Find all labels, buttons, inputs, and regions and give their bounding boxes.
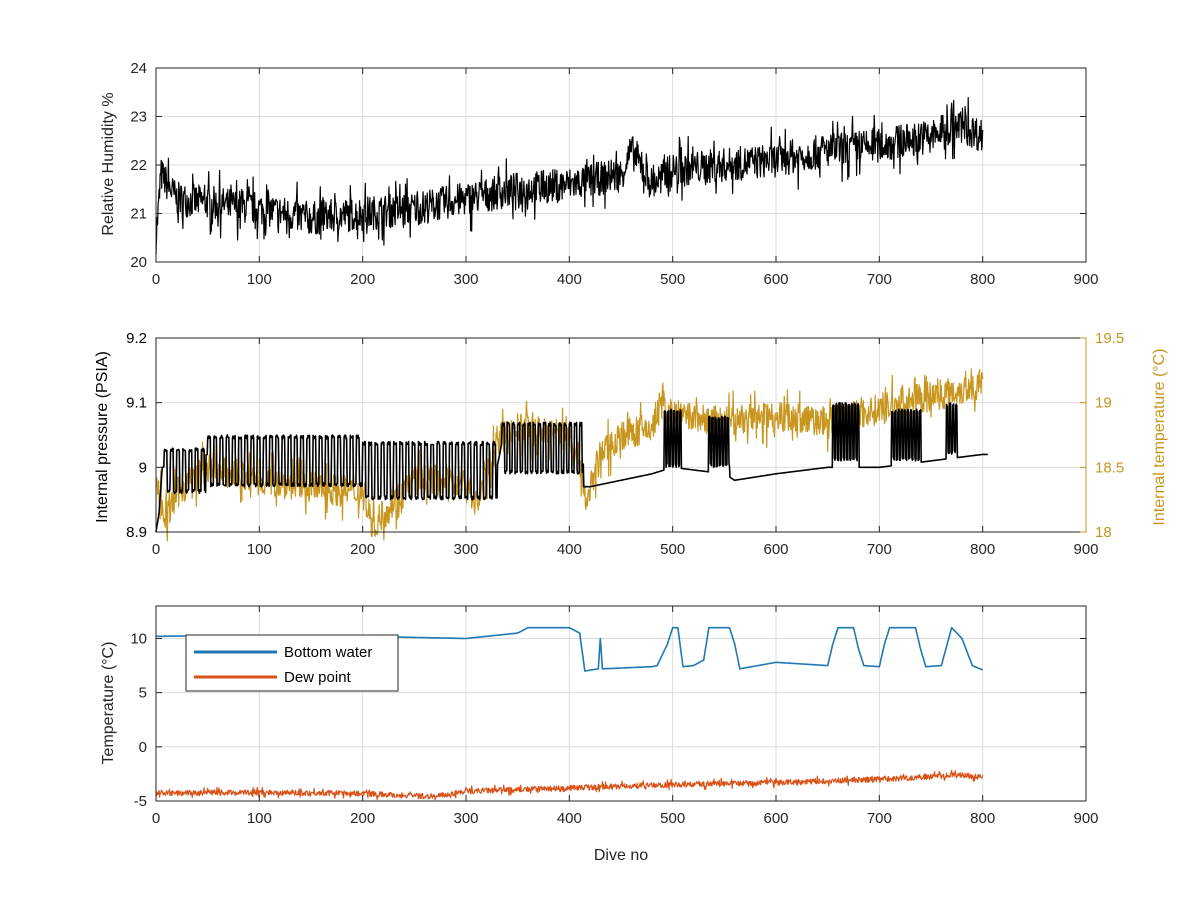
humidity-xtick-label: 200 xyxy=(350,271,375,288)
pressure-xtick-label: 800 xyxy=(970,541,995,558)
humidity-ylabel: Relative Humidity % xyxy=(100,92,117,235)
legend-label-dew-point: Dew point xyxy=(284,669,352,686)
internal-temperature-ylabel: Internal temperature (°C) xyxy=(1151,348,1168,525)
humidity-xtick-label: 700 xyxy=(867,271,892,288)
pressure-xtick-label: 100 xyxy=(247,541,272,558)
pressure-xtick-label: 900 xyxy=(1073,541,1098,558)
legend-box xyxy=(185,634,399,692)
humidity-xtick-label: 900 xyxy=(1073,271,1098,288)
pressure-xtick-label: 400 xyxy=(557,541,582,558)
pressure-ytick-label: 9.2 xyxy=(126,330,147,347)
temperature-axes-frame xyxy=(155,605,1087,802)
temperature-xtick-label: 900 xyxy=(1073,810,1098,827)
legend: Bottom water Dew point xyxy=(185,634,399,692)
temperature-panel: 0 100 200 300 400 500 600 700 800 900 -5 0 5 10 Tempe… xyxy=(100,605,1099,864)
pressure-xtick-label: 700 xyxy=(867,541,892,558)
humidity-ytick-label: 21 xyxy=(130,206,147,223)
pressure-xtick-label: 200 xyxy=(350,541,375,558)
pressure-y2tick-label: 19 xyxy=(1095,395,1112,412)
temperature-xtick-label: 700 xyxy=(867,810,892,827)
pressure-ytick-label: 9 xyxy=(139,459,147,476)
humidity-ytick-label: 20 xyxy=(130,254,147,271)
pressure-temperature-panel: 0 100 200 300 400 500 600 700 800 900 8.9 9 9.1 9.2 18… xyxy=(94,330,1168,558)
pressure-xtick-label: 0 xyxy=(152,541,160,558)
temperature-ylabel: Temperature (°C) xyxy=(100,642,117,765)
humidity-panel: 0 100 200 300 400 500 600 700 800 900 20 21 22 23 24 R… xyxy=(100,60,1099,288)
humidity-ytick-label: 22 xyxy=(130,157,147,174)
dive-no-xlabel: Dive no xyxy=(594,847,648,864)
pressure-y2tick-label: 18 xyxy=(1095,524,1112,541)
pressure-xtick-label: 300 xyxy=(453,541,478,558)
humidity-ytick-label: 23 xyxy=(130,109,147,126)
humidity-ytick-label: 24 xyxy=(130,60,147,77)
humidity-xtick-label: 400 xyxy=(557,271,582,288)
humidity-series-0-line xyxy=(155,96,984,255)
humidity-xtick-label: 800 xyxy=(970,271,995,288)
dew-point-line xyxy=(155,769,984,801)
humidity-xtick-label: 0 xyxy=(152,271,160,288)
pressure-ylabel: Internal pressure (PSIA) xyxy=(94,351,111,523)
pressure-y2tick-label: 19.5 xyxy=(1095,330,1124,347)
temperature-ytick-label: 0 xyxy=(139,739,147,756)
pressure-y2tick-label: 18.5 xyxy=(1095,459,1124,476)
temperature-xtick-label: 0 xyxy=(152,810,160,827)
pressure-series-1-line xyxy=(155,401,989,533)
temperature-xtick-label: 600 xyxy=(763,810,788,827)
pressure-ytick-label: 8.9 xyxy=(126,524,147,541)
temperature-ytick-label: 5 xyxy=(139,685,147,702)
temperature-ytick-label: -5 xyxy=(134,793,147,810)
humidity-xtick-label: 500 xyxy=(660,271,685,288)
temperature-xtick-label: 500 xyxy=(660,810,685,827)
legend-label-bottom-water: Bottom water xyxy=(284,644,372,661)
pressure-xtick-label: 600 xyxy=(763,541,788,558)
temperature-xtick-label: 300 xyxy=(453,810,478,827)
temperature-xtick-label: 400 xyxy=(557,810,582,827)
humidity-xtick-label: 600 xyxy=(763,271,788,288)
humidity-xtick-label: 300 xyxy=(453,271,478,288)
humidity-xtick-label: 100 xyxy=(247,271,272,288)
temperature-xtick-label: 200 xyxy=(350,810,375,827)
temperature-ytick-label: 10 xyxy=(130,631,147,648)
pressure-xtick-label: 500 xyxy=(660,541,685,558)
temperature-xtick-label: 100 xyxy=(247,810,272,827)
temperature-xtick-label: 800 xyxy=(970,810,995,827)
pressure-ytick-label: 9.1 xyxy=(126,395,147,412)
